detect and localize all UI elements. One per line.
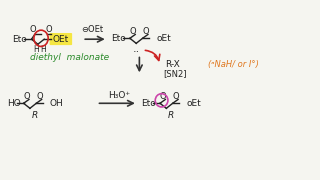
Text: Eto: Eto bbox=[111, 34, 125, 43]
Text: OEt: OEt bbox=[53, 35, 69, 44]
Text: oEt: oEt bbox=[187, 99, 202, 108]
Text: HO: HO bbox=[7, 99, 21, 108]
Text: O: O bbox=[46, 25, 52, 34]
Text: OH: OH bbox=[50, 99, 63, 108]
Text: R: R bbox=[168, 111, 174, 120]
Text: O: O bbox=[30, 25, 36, 34]
Text: O: O bbox=[160, 92, 166, 101]
Text: Eto: Eto bbox=[12, 35, 27, 44]
Text: diethyl  malonate: diethyl malonate bbox=[30, 53, 109, 62]
Text: O: O bbox=[172, 92, 179, 101]
Text: Eto: Eto bbox=[141, 99, 156, 108]
Text: H₃O⁺: H₃O⁺ bbox=[108, 91, 130, 100]
Text: O: O bbox=[23, 92, 30, 101]
Text: R-X: R-X bbox=[165, 60, 180, 69]
Text: O: O bbox=[142, 27, 149, 36]
Text: ⊖OEt: ⊖OEt bbox=[81, 25, 103, 34]
Text: O: O bbox=[130, 27, 136, 36]
Text: ..: .. bbox=[132, 44, 140, 54]
FancyBboxPatch shape bbox=[50, 33, 72, 45]
Text: H: H bbox=[40, 45, 45, 54]
Text: O: O bbox=[36, 92, 43, 101]
Text: (ᵃNaH/ or I°): (ᵃNaH/ or I°) bbox=[208, 60, 259, 69]
Text: H: H bbox=[33, 45, 39, 54]
Text: [SN2]: [SN2] bbox=[163, 69, 187, 78]
Text: R: R bbox=[32, 111, 38, 120]
Text: oEt: oEt bbox=[156, 34, 171, 43]
